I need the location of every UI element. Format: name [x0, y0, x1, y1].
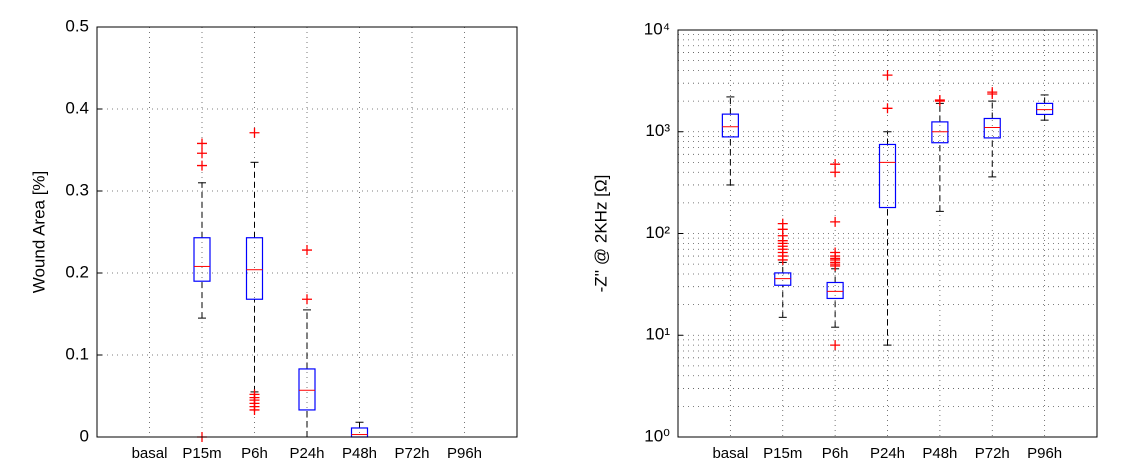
axes-frame: [96, 26, 518, 438]
y-tick-label: 10¹: [645, 325, 670, 344]
box: [983, 117, 1001, 139]
outlier: [302, 245, 312, 256]
outlier: [197, 160, 207, 171]
y-tick-label: 10³: [645, 121, 670, 140]
x-tick-label: basal: [712, 445, 748, 462]
y-tick-label: 0.2: [65, 262, 89, 281]
outlier: [830, 216, 841, 227]
x-tick-label: P15m: [182, 445, 221, 462]
box: [245, 237, 264, 300]
outlier: [197, 148, 207, 159]
y-tick-label: 10⁴: [644, 19, 670, 38]
y-axis-label: Wound Area [%]: [29, 171, 48, 294]
x-tick-label: P48h: [922, 445, 957, 462]
box: [826, 281, 844, 300]
x-tick-label: P48h: [342, 445, 377, 462]
x-tick-label: P96h: [1027, 445, 1062, 462]
box: [931, 121, 949, 144]
x-tick-label: P24h: [870, 445, 905, 462]
x-tick-label: P15m: [763, 445, 802, 462]
axes-frame: [677, 29, 1098, 438]
plot: 0 0.1 0.2 0.3 0.4 0.5 basal P15m P6h P24h P48h P72h…: [29, 16, 518, 462]
plot: 10⁰ 10¹ 10² 10³ 10⁴ basal P15m P6h P24h P48h P72h P…: [591, 19, 1098, 462]
y-tick-label: 0.4: [65, 98, 89, 117]
y-tick-label: 10²: [645, 223, 670, 242]
box: [721, 113, 739, 138]
outlier: [830, 340, 841, 351]
y-axis-label: -Z'' @ 2KHz [Ω]: [591, 175, 610, 293]
y-tick-label: 0.3: [65, 180, 89, 199]
outlier: [830, 159, 841, 170]
y-tick-label: 0.1: [65, 344, 89, 363]
box: [878, 143, 897, 209]
x-tick-label: basal: [132, 445, 168, 462]
x-tick-label: P24h: [289, 445, 324, 462]
outlier: [830, 247, 841, 258]
outlier: [882, 103, 893, 114]
outlier: [882, 70, 893, 81]
outlier: [777, 254, 788, 265]
outlier: [197, 138, 207, 149]
box: [298, 368, 316, 411]
outlier: [934, 96, 945, 107]
x-tick-label: P6h: [822, 445, 849, 462]
box: [1036, 102, 1054, 116]
box: [193, 237, 211, 282]
x-tick-label: P72h: [394, 445, 429, 462]
x-tick-label: P6h: [241, 445, 268, 462]
outlier: [987, 88, 998, 99]
x-tick-label: P96h: [447, 445, 482, 462]
outlier: [249, 127, 260, 138]
outlier: [302, 294, 312, 305]
y-tick-label: 0: [80, 426, 89, 445]
y-tick-label: 0.5: [65, 16, 89, 35]
y-tick-label: 10⁰: [644, 426, 670, 445]
x-tick-label: P72h: [975, 445, 1010, 462]
outlier: [249, 404, 260, 415]
